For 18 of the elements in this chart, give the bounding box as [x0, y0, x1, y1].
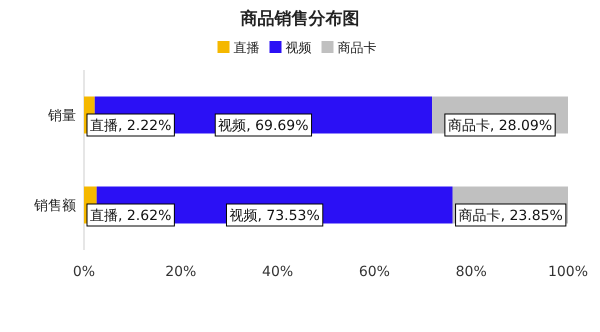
data-label: 视频, 69.69% — [218, 118, 309, 134]
legend-label: 商品卡 — [338, 41, 376, 56]
data-label: 视频, 73.53% — [229, 208, 320, 224]
data-label: 商品卡, 23.85% — [458, 208, 563, 224]
x-tick-label: 0% — [72, 264, 96, 280]
data-label: 直播, 2.22% — [90, 118, 172, 134]
legend-label: 直播 — [234, 41, 260, 56]
x-tick-label: 80% — [456, 264, 487, 280]
legend-label: 视频 — [286, 41, 312, 56]
data-label: 直播, 2.62% — [90, 208, 172, 224]
chart-title: 商品销售分布图 — [240, 9, 360, 29]
x-tick-label: 40% — [262, 264, 294, 280]
data-label: 商品卡, 28.09% — [448, 118, 552, 134]
x-tick-label: 100% — [548, 264, 588, 280]
x-tick-label: 60% — [358, 264, 390, 280]
y-tick-label: 销售额 — [33, 198, 76, 214]
y-tick-label: 销量 — [47, 108, 76, 124]
x-tick-label: 20% — [165, 264, 196, 280]
